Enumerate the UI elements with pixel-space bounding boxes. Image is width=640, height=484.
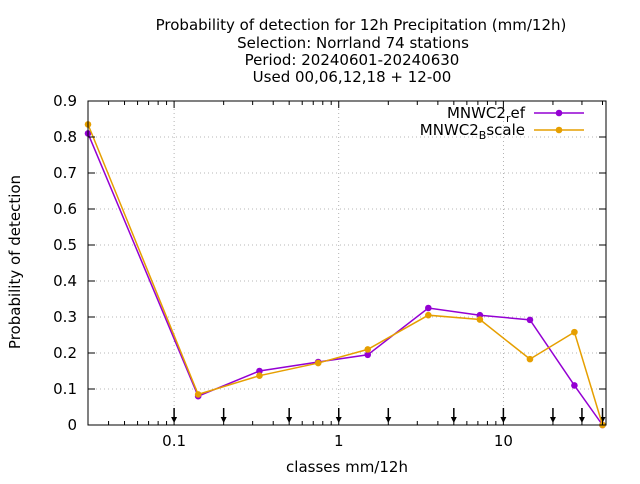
y-tick-label: 0.8 [53,128,77,146]
y-tick-label: 0 [67,416,77,434]
legend-label-1: MNWC2Bscale [420,121,525,142]
class-limit-arrow-head [220,417,227,423]
title-line-2: Selection: Norrland 74 stations [237,34,469,52]
y-tick-label: 0.6 [53,200,77,218]
series-point-1 [476,316,484,323]
class-limit-arrow-head [549,417,556,423]
class-limit-markers [171,408,606,423]
series-point-1 [571,328,578,336]
y-tick-label: 0.4 [53,272,77,290]
series-point-0 [256,367,263,375]
series-lines [84,121,606,429]
class-limit-arrow-head [578,417,585,423]
legend-label-0: MNWC2ref [447,104,526,125]
plot-frame [87,100,607,426]
series-point-1 [256,372,263,379]
grid [88,101,606,425]
y-tick-label: 0.2 [53,344,77,362]
series-point-0 [571,382,578,389]
x-tick-label: 0.1 [162,432,186,450]
class-limit-arrow-head [385,417,392,423]
series-point-0 [364,351,372,359]
y-tick-label: 0.3 [53,308,77,326]
axes: 0 0.1 0.2 0.3 0.4 0.5 0.6 0.7 0.8 0.9 0.1 1 10 [53,92,606,450]
series-point-0 [526,316,534,324]
series-point-1 [314,359,322,367]
y-tick-label: 0.5 [53,236,77,254]
legend-marker-0 [555,109,563,117]
series-line-0 [87,133,604,426]
series-point-1 [364,346,372,353]
x-tick-label: 1 [334,432,344,450]
series-point-1 [194,391,202,398]
class-limit-arrow-head [450,417,457,423]
title-line-3: Period: 20240601-20240630 [245,51,460,69]
legend-marker-1 [555,126,563,134]
series-point-0 [425,304,432,312]
x-axis-label: classes mm/12h [286,458,408,476]
title-line-1: Probability of detection for 12h Precipi… [156,16,567,34]
series-point-1 [526,355,534,363]
y-tick-label: 0.1 [53,380,77,398]
y-tick-label: 0.7 [53,164,77,182]
chart-title: Probability of detection for 12h Precipi… [156,16,567,86]
series-line-1 [87,124,604,426]
series-point-1 [425,311,432,319]
title-line-4: Used 00,06,12,18 + 12-00 [253,68,452,86]
y-axis-label: Probability of detection [6,175,24,349]
x-tick-label: 10 [494,432,513,450]
y-tick-label: 0.9 [53,92,77,110]
class-limit-arrow-head [286,417,293,423]
